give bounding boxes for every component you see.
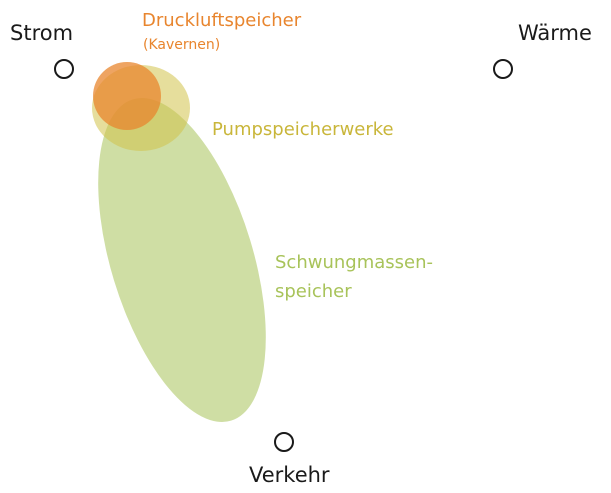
node-label-verkehr: Verkehr	[249, 463, 330, 487]
node-marker-verkehr	[274, 432, 294, 452]
label-druckluftspeicher: Druckluftspeicher	[142, 10, 302, 31]
node-marker-strom	[54, 59, 74, 79]
node-label-waerme: Wärme	[518, 21, 592, 45]
node-label-strom: Strom	[10, 21, 73, 45]
node-marker-waerme	[493, 59, 513, 79]
label-pumpspeicherwerke: Pumpspeicherwerke	[212, 119, 394, 140]
label-kavernen: (Kavernen)	[143, 37, 220, 53]
druckluftspeicher-area	[93, 62, 161, 130]
label-schwungmassen-line2: speicher	[275, 281, 352, 302]
label-schwungmassen-line1: Schwungmassen-	[275, 252, 433, 273]
schwungmassenspeicher-area	[98, 98, 266, 422]
